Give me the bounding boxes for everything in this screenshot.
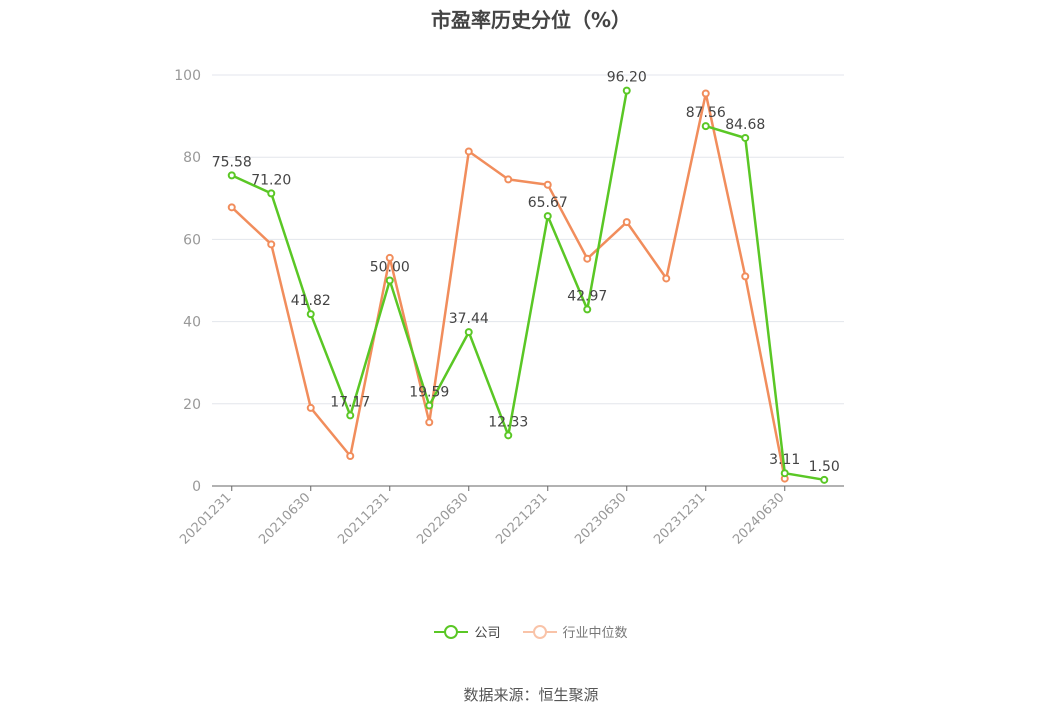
company-point <box>622 86 631 95</box>
company-data-label: 50.00 <box>370 260 410 276</box>
legend-marker-industry <box>522 624 557 639</box>
x-tick-label: 20231231 <box>651 490 708 547</box>
x-tick-label: 20230630 <box>572 490 629 547</box>
industry-point <box>425 418 434 427</box>
company-data-label: 37.44 <box>449 311 489 327</box>
company-data-label: 1.50 <box>809 459 840 475</box>
company-data-label: 17.17 <box>330 394 370 410</box>
company-data-label: 75.58 <box>212 154 252 170</box>
company-point <box>464 328 473 337</box>
legend-item-company[interactable]: 公司 <box>434 622 501 641</box>
company-data-label: 96.20 <box>607 70 647 86</box>
industry-point <box>662 274 671 283</box>
legend: 公司 行业中位数 <box>0 622 1062 641</box>
x-tick-label: 20220630 <box>414 490 471 547</box>
legend-item-industry[interactable]: 行业中位数 <box>522 622 628 641</box>
x-tick-label: 20201231 <box>177 490 234 547</box>
y-tick-label: 100 <box>174 68 201 84</box>
data-source: 数据来源：恒生聚源 <box>463 686 599 704</box>
y-axis: 0 20 40 60 80 100 <box>174 68 201 495</box>
y-tick-label: 80 <box>183 150 201 166</box>
legend-marker-company <box>434 624 469 639</box>
company-data-label: 87.56 <box>686 105 726 121</box>
x-tick-label: 20240630 <box>730 490 787 547</box>
company-point <box>346 411 355 420</box>
company-data-label: 42.97 <box>567 288 607 304</box>
industry-point <box>464 147 473 156</box>
company-point <box>820 475 829 484</box>
industry-point <box>346 451 355 460</box>
legend-label-company: 公司 <box>474 626 501 641</box>
company-point <box>780 469 789 478</box>
company-data-label: 3.11 <box>769 452 800 468</box>
company-point <box>741 133 750 142</box>
company-point <box>583 305 592 314</box>
chart-title: 市盈率历史分位（%） <box>430 8 632 32</box>
company-point <box>701 122 710 131</box>
company-point <box>227 171 236 180</box>
y-tick-label: 0 <box>192 479 201 495</box>
company-data-label: 12.33 <box>488 414 528 430</box>
x-tick-label: 20211231 <box>335 490 392 547</box>
industry-point <box>622 218 631 227</box>
x-tick-label: 20221231 <box>493 490 550 547</box>
industry-point <box>543 180 552 189</box>
company-point <box>306 310 315 319</box>
y-tick-label: 60 <box>183 232 201 248</box>
industry-point <box>504 175 513 184</box>
company-point <box>425 401 434 410</box>
data-labels: 75.58 71.20 41.82 17.17 50.00 19.59 37.44 12.33… <box>212 70 840 475</box>
y-tick-label: 40 <box>183 315 201 331</box>
industry-point <box>583 254 592 263</box>
series-group <box>227 86 829 484</box>
company-data-label: 71.20 <box>251 172 291 188</box>
company-data-label: 65.67 <box>528 195 568 211</box>
industry-point <box>267 240 276 249</box>
company-point <box>504 431 513 440</box>
industry-point <box>306 403 315 412</box>
company-data-label: 19.59 <box>409 384 449 400</box>
industry-point <box>701 89 710 98</box>
company-point <box>543 212 552 221</box>
industry-point <box>227 203 236 212</box>
company-point <box>385 276 394 285</box>
industry-point <box>741 272 750 281</box>
company-data-label: 41.82 <box>291 293 331 309</box>
y-tick-label: 20 <box>183 397 201 413</box>
x-tick-label: 20210630 <box>256 490 313 547</box>
x-axis: 20201231 20210630 20211231 20220630 20221231… <box>177 485 844 548</box>
legend-label-industry: 行业中位数 <box>562 626 628 641</box>
industry-point <box>385 253 394 262</box>
company-point <box>267 189 276 198</box>
company-data-label: 84.68 <box>725 117 765 133</box>
